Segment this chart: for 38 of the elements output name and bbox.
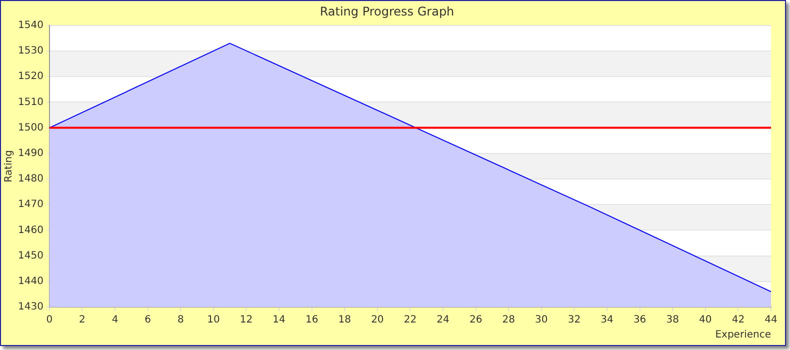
chart-title: Rating Progress Graph — [320, 4, 454, 18]
x-tick-label: 20 — [371, 314, 384, 326]
x-tick-label: 18 — [338, 314, 351, 326]
x-tick-label: 32 — [568, 314, 581, 326]
x-tick-label: 0 — [46, 314, 53, 326]
x-axis-title: Experience — [715, 330, 771, 341]
y-tick-label: 1540 — [18, 20, 44, 31]
y-tick-label: 1470 — [18, 199, 44, 210]
x-tick-label: 4 — [112, 314, 118, 326]
x-tick-label: 14 — [272, 314, 286, 326]
x-tick-label: 26 — [469, 314, 482, 326]
x-tick-label: 16 — [305, 314, 318, 326]
x-tick-label: 2 — [79, 314, 86, 326]
y-tick-label: 1460 — [18, 224, 44, 236]
x-tick-label: 38 — [666, 314, 679, 326]
x-tick-label: 10 — [207, 314, 220, 326]
y-tick-label: 1530 — [18, 46, 44, 57]
x-tick-label: 42 — [732, 314, 745, 326]
y-tick-label: 1450 — [18, 250, 44, 262]
x-tick-label: 22 — [404, 314, 417, 326]
x-tick-label: 24 — [436, 314, 450, 326]
y-tick-label: 1430 — [18, 302, 44, 313]
y-axis-title: Rating — [4, 150, 15, 182]
y-tick-label: 1500 — [18, 122, 44, 134]
y-tick-label: 1440 — [18, 276, 44, 287]
y-tick-label: 1520 — [18, 71, 44, 82]
x-tick-label: 36 — [633, 314, 646, 326]
x-tick-label: 6 — [144, 314, 152, 326]
x-tick-label: 40 — [699, 314, 712, 326]
x-tick-label: 30 — [535, 314, 548, 326]
x-tick-label: 34 — [600, 314, 614, 326]
x-tick-label: 44 — [764, 314, 778, 326]
x-tick-label: 12 — [240, 314, 253, 326]
x-tick-label: 28 — [502, 314, 515, 326]
y-tick-label: 1480 — [18, 174, 44, 185]
y-tick-label: 1490 — [18, 148, 44, 159]
x-tick-label: 8 — [177, 314, 184, 326]
y-tick-label: 1510 — [18, 96, 44, 108]
